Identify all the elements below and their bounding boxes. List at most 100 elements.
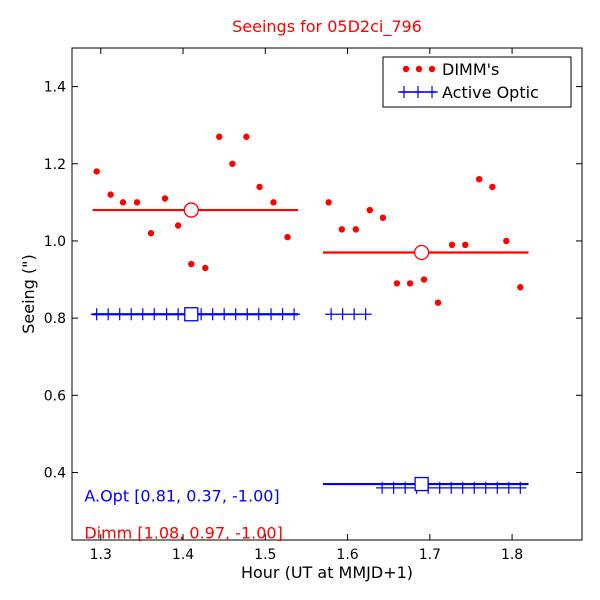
active-optic-point-3 xyxy=(113,308,126,321)
dimm-point-15 xyxy=(284,233,291,241)
dimm-point-19 xyxy=(366,206,373,214)
dimm-point-28 xyxy=(489,183,496,191)
dimm-mean-marker-1 xyxy=(183,202,199,218)
plot-content xyxy=(90,133,529,494)
dimm-point-1 xyxy=(93,168,100,175)
dimm-point-16 xyxy=(325,199,332,206)
dimm-point-11 xyxy=(229,160,236,167)
y-axis-label: Seeing (") xyxy=(19,254,38,334)
active-optic-point-31 xyxy=(468,481,481,494)
x-axis: 1.3 1.4 1.5 1.6 1.7 1.8 xyxy=(90,48,523,563)
active-optic-point-11 xyxy=(206,308,219,321)
dimm-point-17 xyxy=(338,226,346,233)
legend-active-optic-marker xyxy=(398,86,438,98)
active-optic-point-14 xyxy=(241,308,254,321)
legend-dimm-label: DIMM's xyxy=(442,60,499,79)
dimm-point-6 xyxy=(161,195,169,202)
active-optic-point-29 xyxy=(445,481,458,494)
active-optic-point-12 xyxy=(218,308,231,321)
x-tick-label-6: 1.8 xyxy=(501,547,523,563)
active-optic-mean-marker-2 xyxy=(414,476,429,492)
dimm-mean-marker-2 xyxy=(413,244,430,261)
legend-box xyxy=(382,56,572,108)
active-optic-point-35 xyxy=(514,481,527,494)
y-tick-label-5: 1.2 xyxy=(44,157,66,173)
active-optic-point-30 xyxy=(456,481,469,494)
x-tick-label-4: 1.6 xyxy=(336,547,358,563)
dimm-point-21 xyxy=(393,280,401,287)
legend-active-optic-plus-3 xyxy=(426,86,438,98)
active-optic-point-34 xyxy=(502,481,515,494)
active-optic-mean-marker-1 xyxy=(184,307,199,322)
x-axis-label: Hour (UT at MMJD+1) xyxy=(241,563,413,582)
y-axis: 0.4 0.6 0.8 1.0 1.2 1.4 xyxy=(44,80,582,481)
active-optic-point-7 xyxy=(160,308,173,321)
dimm-point-3 xyxy=(119,199,127,206)
active-optic-point-17 xyxy=(276,308,289,321)
dimm-point-10 xyxy=(216,133,223,140)
dimm-point-14 xyxy=(270,199,277,206)
legend-dimm-marker xyxy=(402,65,436,73)
active-optic-point-20 xyxy=(336,308,349,321)
legend-dimm-dot-2 xyxy=(415,65,423,73)
dimm-point-23 xyxy=(420,276,428,283)
dimm-point-9 xyxy=(202,264,209,272)
active-optic-point-16 xyxy=(265,308,278,321)
active-optic-point-32 xyxy=(479,481,492,494)
dimm-point-30 xyxy=(517,284,524,291)
active-optic-summary: A.Opt [0.81, 0.37, -1.00] xyxy=(84,487,279,506)
dimm-point-12 xyxy=(243,133,250,140)
x-tick-label-3: 1.5 xyxy=(254,547,276,563)
plot-area xyxy=(90,133,529,494)
dimm-point-20 xyxy=(379,214,387,221)
active-optic-point-1 xyxy=(90,308,103,321)
legend-dimm-dot-1 xyxy=(402,65,410,73)
dimm-point-4 xyxy=(133,199,141,206)
y-tick-label-2: 0.6 xyxy=(44,388,66,404)
active-optic-point-15 xyxy=(252,308,265,321)
active-optic-point-25 xyxy=(399,481,412,494)
active-optic-point-23 xyxy=(376,481,389,494)
x-tick-label-5: 1.7 xyxy=(419,547,441,563)
active-optic-point-28 xyxy=(433,481,446,494)
dimm-point-22 xyxy=(406,280,414,287)
active-optic-point-22 xyxy=(359,308,372,321)
active-optic-point-8 xyxy=(172,308,185,321)
legend-active-optic-plus-1 xyxy=(398,86,410,98)
legend-active-optic-label: Active Optic xyxy=(442,83,539,102)
y-tick-label-6: 1.4 xyxy=(44,80,66,96)
dimm-point-18 xyxy=(352,226,359,233)
plot-frame xyxy=(71,47,583,541)
active-optic-point-5 xyxy=(136,308,149,321)
active-optic-point-18 xyxy=(288,308,301,321)
active-optic-point-4 xyxy=(125,308,138,321)
dimm-point-7 xyxy=(174,222,182,229)
dimm-point-5 xyxy=(147,230,155,237)
dimm-point-24 xyxy=(434,299,442,306)
dimm-point-2 xyxy=(107,191,114,198)
active-optic-point-33 xyxy=(491,481,504,494)
y-tick-label-1: 0.4 xyxy=(44,465,66,481)
dimm-point-27 xyxy=(475,176,483,183)
dimm-point-26 xyxy=(461,241,469,248)
dimm-summary: Dimm [1.08, 0.97, -1.00] xyxy=(84,523,283,542)
x-tick-label-2: 1.4 xyxy=(172,547,194,563)
active-optic-point-6 xyxy=(148,308,161,321)
legend-active-optic-plus-2 xyxy=(412,86,424,98)
active-optic-point-24 xyxy=(387,481,400,494)
dimm-point-13 xyxy=(256,183,263,191)
active-optic-point-19 xyxy=(325,308,338,321)
x-tick-label-1: 1.3 xyxy=(90,547,112,563)
active-optic-point-21 xyxy=(348,308,361,321)
active-optic-point-2 xyxy=(102,308,115,321)
legend-dimm-dot-3 xyxy=(428,65,436,73)
chart-title: Seeings for 05D2ci_796 xyxy=(232,17,422,37)
y-tick-label-4: 1.0 xyxy=(44,234,66,250)
legend: DIMM's Active Optic xyxy=(382,56,572,108)
dimm-point-8 xyxy=(188,260,195,268)
y-tick-label-3: 0.8 xyxy=(44,311,66,327)
dimm-point-25 xyxy=(448,241,456,248)
active-optic-point-13 xyxy=(229,308,242,321)
dimm-point-29 xyxy=(503,237,510,245)
